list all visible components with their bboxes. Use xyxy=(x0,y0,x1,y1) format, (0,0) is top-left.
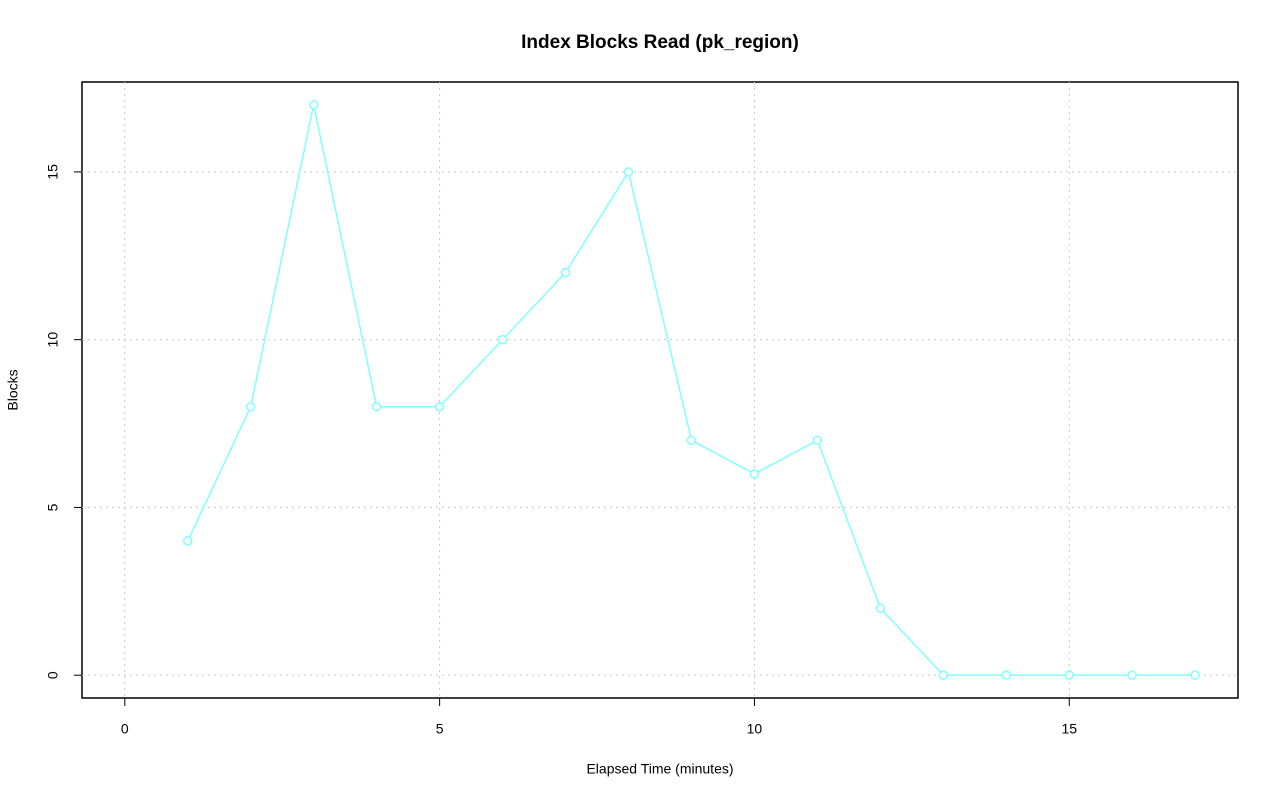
data-point xyxy=(1127,670,1137,680)
data-point xyxy=(1064,670,1075,680)
data-point xyxy=(245,402,256,412)
y-axis-label: Blocks xyxy=(5,369,21,410)
data-point xyxy=(434,402,445,412)
data-point xyxy=(183,536,193,546)
data-point xyxy=(812,435,823,446)
data-point xyxy=(560,267,571,278)
data-point xyxy=(749,469,760,479)
chart-title: Index Blocks Read (pk_region) xyxy=(521,32,799,53)
x-tick-label: 5 xyxy=(436,721,444,737)
data-point xyxy=(371,402,382,412)
x-tick-label: 10 xyxy=(747,721,763,737)
data-point xyxy=(875,603,886,613)
y-tick-label: 10 xyxy=(45,332,61,348)
x-axis-label: Elapsed Time (minutes) xyxy=(586,761,733,777)
x-tick-label: 0 xyxy=(121,721,129,737)
data-point xyxy=(308,100,319,110)
data-point xyxy=(497,334,508,345)
y-tick-label: 15 xyxy=(45,164,61,180)
data-point xyxy=(623,167,634,177)
data-point xyxy=(938,670,949,680)
data-point xyxy=(686,435,697,446)
x-tick-label: 15 xyxy=(1061,721,1077,737)
plot-frame xyxy=(81,81,1239,699)
data-line xyxy=(187,104,1196,676)
data-point xyxy=(1001,670,1012,680)
data-point xyxy=(1190,670,1200,680)
y-tick-label: 5 xyxy=(45,503,61,511)
y-tick-label: 0 xyxy=(45,671,61,679)
